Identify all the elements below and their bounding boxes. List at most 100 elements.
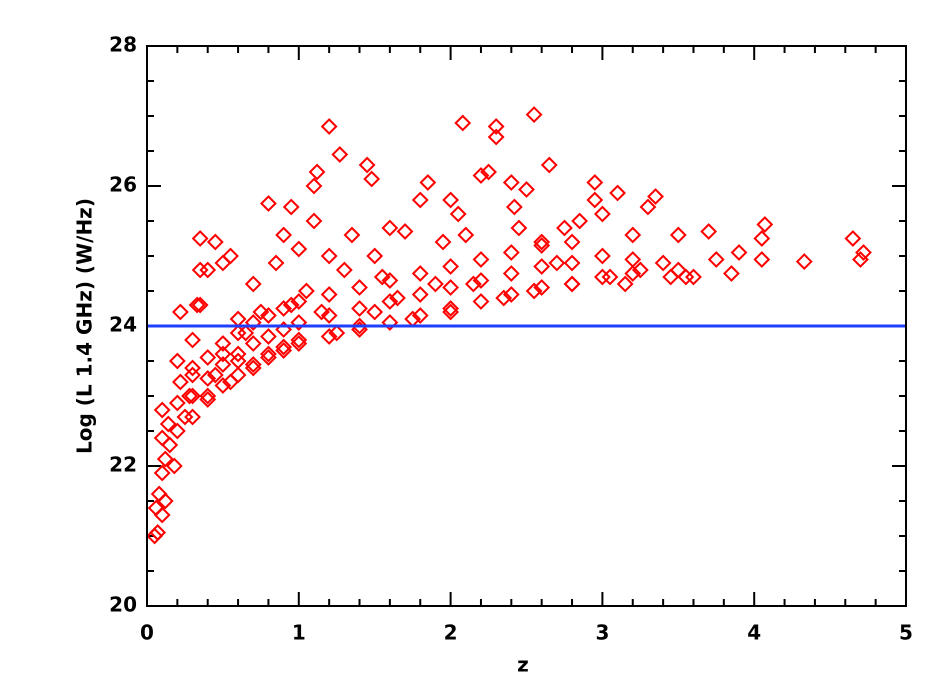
point bbox=[601, 268, 619, 286]
point bbox=[609, 184, 626, 202]
point bbox=[305, 212, 323, 230]
point bbox=[540, 156, 558, 174]
point bbox=[548, 254, 566, 272]
point bbox=[586, 174, 604, 191]
point bbox=[282, 198, 300, 216]
point bbox=[624, 265, 642, 282]
x-tick-label: 2 bbox=[444, 621, 458, 645]
point bbox=[502, 286, 520, 303]
point bbox=[707, 251, 725, 268]
point bbox=[244, 335, 262, 352]
point bbox=[366, 303, 384, 321]
point bbox=[206, 366, 224, 384]
point bbox=[214, 254, 232, 272]
point bbox=[156, 492, 174, 510]
point bbox=[563, 233, 581, 251]
point bbox=[282, 296, 300, 314]
point bbox=[756, 216, 774, 233]
point bbox=[335, 261, 353, 279]
point bbox=[275, 338, 293, 356]
point bbox=[290, 335, 308, 352]
point bbox=[351, 300, 368, 317]
x-tick-label: 4 bbox=[747, 621, 761, 645]
point bbox=[199, 370, 217, 387]
point bbox=[171, 373, 189, 391]
point bbox=[571, 212, 589, 230]
point bbox=[586, 191, 604, 209]
y-tick-label: 26 bbox=[109, 173, 137, 197]
point bbox=[487, 118, 505, 135]
point bbox=[222, 247, 239, 265]
point bbox=[411, 307, 429, 324]
point bbox=[795, 253, 813, 271]
point bbox=[229, 324, 247, 342]
y-tick-label: 24 bbox=[109, 313, 137, 337]
x-tick-label: 0 bbox=[140, 621, 154, 645]
point bbox=[184, 408, 201, 426]
point bbox=[290, 240, 308, 258]
point bbox=[351, 279, 368, 296]
point bbox=[184, 331, 201, 349]
point bbox=[457, 226, 475, 244]
point bbox=[184, 387, 201, 405]
point bbox=[149, 524, 167, 541]
point bbox=[244, 314, 262, 331]
point bbox=[389, 289, 406, 307]
point bbox=[563, 254, 581, 272]
point bbox=[260, 195, 277, 212]
point bbox=[363, 170, 381, 188]
point bbox=[723, 265, 740, 282]
point bbox=[199, 261, 217, 279]
point bbox=[153, 506, 171, 524]
point bbox=[654, 254, 672, 272]
point bbox=[510, 219, 528, 237]
point bbox=[267, 254, 285, 272]
point bbox=[381, 219, 399, 237]
point bbox=[181, 387, 198, 405]
point bbox=[214, 356, 232, 373]
point bbox=[260, 345, 277, 363]
point bbox=[184, 359, 201, 377]
point bbox=[229, 310, 247, 328]
point bbox=[442, 300, 460, 317]
point bbox=[472, 251, 490, 268]
point bbox=[685, 268, 702, 286]
point bbox=[419, 174, 437, 191]
point bbox=[171, 303, 189, 321]
point bbox=[533, 258, 551, 275]
point bbox=[411, 286, 429, 303]
point bbox=[624, 251, 642, 268]
point bbox=[449, 205, 467, 223]
point bbox=[320, 247, 338, 265]
point bbox=[442, 279, 460, 296]
point bbox=[305, 177, 323, 195]
point bbox=[313, 303, 330, 321]
point bbox=[844, 230, 862, 247]
point bbox=[320, 328, 338, 345]
point bbox=[199, 391, 217, 408]
point bbox=[480, 163, 497, 181]
point bbox=[593, 247, 611, 265]
point bbox=[153, 429, 171, 447]
point bbox=[331, 146, 349, 163]
point bbox=[502, 174, 520, 191]
point bbox=[320, 286, 338, 303]
point bbox=[320, 118, 338, 135]
point bbox=[328, 324, 346, 342]
point bbox=[442, 191, 460, 209]
point bbox=[518, 181, 535, 198]
point bbox=[525, 282, 543, 300]
point bbox=[631, 261, 649, 279]
point bbox=[647, 188, 664, 205]
point bbox=[146, 527, 164, 545]
point bbox=[153, 401, 171, 419]
point bbox=[855, 244, 872, 261]
point bbox=[502, 265, 520, 282]
plot-frame bbox=[146, 45, 907, 607]
point bbox=[505, 198, 523, 216]
x-tick-label: 5 bbox=[899, 621, 913, 645]
point bbox=[381, 314, 399, 331]
point bbox=[495, 289, 513, 307]
point bbox=[184, 366, 201, 384]
point bbox=[472, 293, 490, 310]
